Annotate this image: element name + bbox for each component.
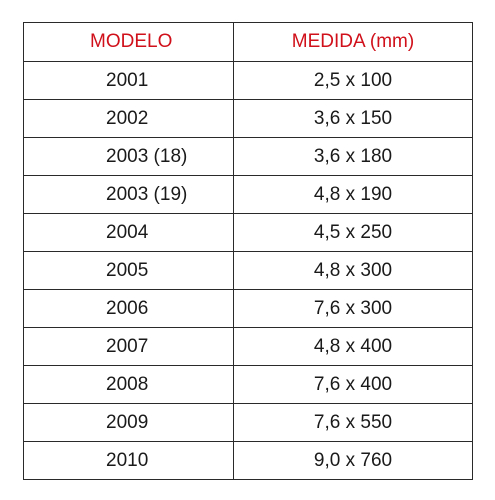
table-row: 2003 (18) 3,6 x 180 [23, 137, 473, 176]
cell-modelo: 2010 [23, 441, 234, 480]
cell-medida: 4,5 x 250 [233, 213, 473, 252]
table-row: 2005 4,8 x 300 [23, 251, 473, 290]
size-table-container: MODELO MEDIDA (mm) 2001 2,5 x 100 2002 3… [23, 22, 473, 480]
cell-medida: 7,6 x 550 [233, 403, 473, 442]
cell-medida: 4,8 x 400 [233, 327, 473, 366]
table-row: 2010 9,0 x 760 [23, 441, 473, 480]
header-modelo: MODELO [23, 22, 234, 62]
cell-modelo: 2004 [23, 213, 234, 252]
table-row: 2002 3,6 x 150 [23, 99, 473, 138]
table-row: 2006 7,6 x 300 [23, 289, 473, 328]
cell-medida: 4,8 x 190 [233, 175, 473, 214]
cell-modelo: 2008 [23, 365, 234, 404]
cell-modelo: 2007 [23, 327, 234, 366]
cell-medida: 4,8 x 300 [233, 251, 473, 290]
cell-medida: 7,6 x 400 [233, 365, 473, 404]
cell-modelo: 2009 [23, 403, 234, 442]
size-table: MODELO MEDIDA (mm) 2001 2,5 x 100 2002 3… [23, 22, 473, 480]
cell-modelo: 2003 (19) [23, 175, 234, 214]
cell-modelo: 2005 [23, 251, 234, 290]
table-row: 2009 7,6 x 550 [23, 403, 473, 442]
cell-medida: 3,6 x 150 [233, 99, 473, 138]
table-row: 2003 (19) 4,8 x 190 [23, 175, 473, 214]
cell-modelo: 2002 [23, 99, 234, 138]
cell-medida: 3,6 x 180 [233, 137, 473, 176]
cell-medida: 7,6 x 300 [233, 289, 473, 328]
cell-medida: 9,0 x 760 [233, 441, 473, 480]
table-row: 2008 7,6 x 400 [23, 365, 473, 404]
table-row: 2007 4,8 x 400 [23, 327, 473, 366]
cell-medida: 2,5 x 100 [233, 61, 473, 100]
cell-modelo: 2006 [23, 289, 234, 328]
cell-modelo: 2003 (18) [23, 137, 234, 176]
table-row: 2004 4,5 x 250 [23, 213, 473, 252]
cell-modelo: 2001 [23, 61, 234, 100]
table-row: 2001 2,5 x 100 [23, 61, 473, 100]
header-row: MODELO MEDIDA (mm) [23, 22, 473, 62]
header-medida: MEDIDA (mm) [233, 22, 473, 62]
